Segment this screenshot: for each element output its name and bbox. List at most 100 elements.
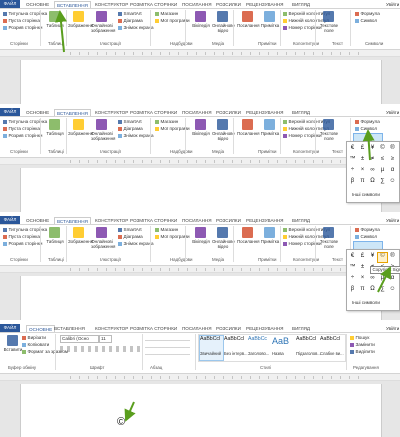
ribbon-button[interactable]: Знімок екрана <box>123 25 154 30</box>
symbol-cell[interactable]: © <box>380 145 385 151</box>
symbol-cell[interactable]: © <box>380 253 385 259</box>
size-box[interactable]: 11 <box>99 335 112 343</box>
symbol-cell[interactable]: ¥ <box>370 253 375 259</box>
symbol-cell[interactable]: π <box>360 178 365 184</box>
ribbon-button[interactable]: Зображення <box>68 23 94 28</box>
ribbon-button[interactable]: Вікіпедія <box>192 239 210 244</box>
symbol-cell[interactable]: ® <box>390 253 395 259</box>
ribbon-tab[interactable]: РОЗСИЛКИ <box>216 325 241 331</box>
ribbon-button[interactable]: Текстове поле <box>319 23 339 33</box>
ribbon-button[interactable]: Номер сторінки <box>288 133 322 138</box>
ribbon-button[interactable]: SmartArt <box>123 11 142 16</box>
ribbon-button[interactable]: Формула <box>360 227 380 232</box>
account-link[interactable]: Увійти <box>386 1 400 7</box>
ribbon-button[interactable]: Мої програми <box>160 18 190 23</box>
symbol-cell[interactable]: ☺ <box>389 178 396 184</box>
ribbon-button[interactable]: Діаграма <box>123 234 143 239</box>
style-name[interactable]: Заголово... <box>248 351 270 356</box>
ribbon-button[interactable]: Магазин <box>160 227 179 232</box>
ribbon-button[interactable]: Діаграма <box>123 18 143 23</box>
symbol-cell[interactable]: ® <box>390 145 395 151</box>
ribbon-tab[interactable]: РЕЦЕНЗУВАННЯ <box>246 1 284 7</box>
ribbon-button[interactable]: Титульна сторінка <box>8 11 48 16</box>
ribbon-tab[interactable]: РОЗСИЛКИ <box>216 109 241 115</box>
ribbon-tab[interactable]: КОНСТРУКТОР <box>95 217 129 223</box>
ribbon-button[interactable]: Розрив сторінки <box>8 133 43 138</box>
ribbon-button[interactable]: Посилання <box>237 239 260 244</box>
ribbon-button[interactable]: Онлайнові зображення <box>91 239 116 249</box>
style-sample[interactable]: AaB <box>272 336 290 346</box>
symbol-cell[interactable]: ∑ <box>380 178 385 184</box>
ribbon-button[interactable]: Діаграма <box>123 126 143 131</box>
style-sample[interactable]: AaBbCcI <box>320 336 341 342</box>
ribbon-button[interactable]: Знімок екрана <box>123 133 154 138</box>
ribbon-tab[interactable]: РОЗМІТКА СТОРІНКИ <box>130 1 178 7</box>
ribbon-button[interactable]: Верхній колонтитул <box>288 11 331 16</box>
style-name[interactable]: Звичайний <box>200 351 221 356</box>
ribbon-button[interactable]: Посилання <box>237 23 260 28</box>
style-name[interactable]: Слабке ви... <box>320 351 344 356</box>
symbol-cell[interactable]: µ <box>380 167 385 173</box>
ribbon-button[interactable]: Номер сторінки <box>288 241 322 246</box>
symbol-cell[interactable]: ™ <box>349 264 356 270</box>
symbol-cell[interactable]: Ω <box>370 178 375 184</box>
symbol-cell[interactable]: ∑ <box>380 286 385 292</box>
ribbon-button[interactable]: Титульна сторінка <box>8 119 48 124</box>
ribbon-tab[interactable]: КОНСТРУКТОР <box>95 1 129 7</box>
symbol-cell[interactable]: × <box>360 167 365 173</box>
ribbon-tab[interactable]: ПОСИЛАННЯ <box>182 1 212 7</box>
ribbon-tab[interactable]: ПОСИЛАННЯ <box>182 217 212 223</box>
style-name[interactable]: Підзаголов... <box>296 351 321 356</box>
ribbon-button[interactable]: Зображення <box>68 131 94 136</box>
ribbon-button[interactable]: Онлайнове відео <box>212 23 235 33</box>
ribbon-button[interactable]: Текстове поле <box>319 131 339 141</box>
symbol-cell[interactable]: ≠ <box>370 156 375 162</box>
ribbon-button[interactable]: Онлайнове відео <box>212 131 235 141</box>
ribbon-tab[interactable]: РЕЦЕНЗУВАННЯ <box>246 217 284 223</box>
ribbon-button[interactable]: Формат за зразком <box>27 349 69 354</box>
ribbon-button[interactable]: Пуста сторінка <box>8 126 40 131</box>
symbol-cell[interactable]: ± <box>360 156 365 162</box>
ribbon-button[interactable]: Номер сторінки <box>288 25 322 30</box>
ribbon-button[interactable]: Знімок екрана <box>123 241 154 246</box>
symbol-cell[interactable]: ™ <box>349 156 356 162</box>
ribbon-button[interactable]: Замінити <box>355 342 375 347</box>
account-link[interactable]: Увійти <box>386 109 400 115</box>
style-name[interactable]: Без інтерв... <box>224 351 248 356</box>
ribbon-tab[interactable]: ОСНОВНЕ <box>26 109 50 115</box>
ribbon-button[interactable]: Текстове поле <box>319 239 339 249</box>
ribbon-button[interactable]: Нижній колонтитул <box>288 234 329 239</box>
ribbon-button[interactable]: SmartArt <box>123 119 142 124</box>
ribbon-tab[interactable]: ОСНОВНЕ <box>26 1 50 7</box>
ribbon-tab[interactable]: ФАЙЛ <box>0 0 20 8</box>
ribbon-button[interactable]: Копіювати <box>27 342 50 347</box>
ribbon-button[interactable]: Розрив сторінки <box>8 25 43 30</box>
ribbon-tab[interactable]: РОЗМІТКА СТОРІНКИ <box>130 109 178 115</box>
ribbon-button[interactable]: Титульна сторінка <box>8 227 48 232</box>
account-link[interactable]: Увійти <box>386 217 400 223</box>
ribbon-button[interactable]: Формула <box>360 11 380 16</box>
symbol-cell[interactable]: ∞ <box>370 167 375 173</box>
style-sample[interactable]: AaBbCcI <box>224 336 245 342</box>
ribbon-button[interactable]: Вікіпедія <box>192 23 210 28</box>
ribbon-button[interactable]: Пошук <box>355 335 370 340</box>
ribbon-button[interactable]: Верхній колонтитул <box>288 119 331 124</box>
symbol-cell[interactable]: β <box>350 178 355 184</box>
symbol-cell[interactable]: µ <box>380 275 385 281</box>
ribbon-button[interactable]: Символ <box>360 18 378 23</box>
ribbon-tab[interactable]: ВИГЛЯД <box>292 1 311 7</box>
symbol-cell[interactable]: ± <box>360 264 365 270</box>
symbol-cell[interactable]: € <box>350 145 355 151</box>
symbol-cell[interactable]: × <box>360 275 365 281</box>
ribbon-tab[interactable]: ПОСИЛАННЯ <box>182 109 212 115</box>
ribbon-tab[interactable]: ВСТАВЛЕННЯ <box>54 0 91 9</box>
ribbon-button[interactable]: Примітка <box>260 131 280 136</box>
ribbon-button[interactable]: Вирізати <box>27 335 46 340</box>
ribbon-button[interactable]: SmartArt <box>123 227 142 232</box>
ribbon-button[interactable]: Таблиця <box>46 131 64 136</box>
ribbon-button[interactable]: Таблиця <box>46 23 64 28</box>
ribbon-button[interactable]: Магазин <box>160 11 179 16</box>
symbol-cell[interactable]: π <box>360 286 365 292</box>
ribbon-button[interactable]: Пуста сторінка <box>8 234 40 239</box>
symbol-cell[interactable]: β <box>350 286 355 292</box>
